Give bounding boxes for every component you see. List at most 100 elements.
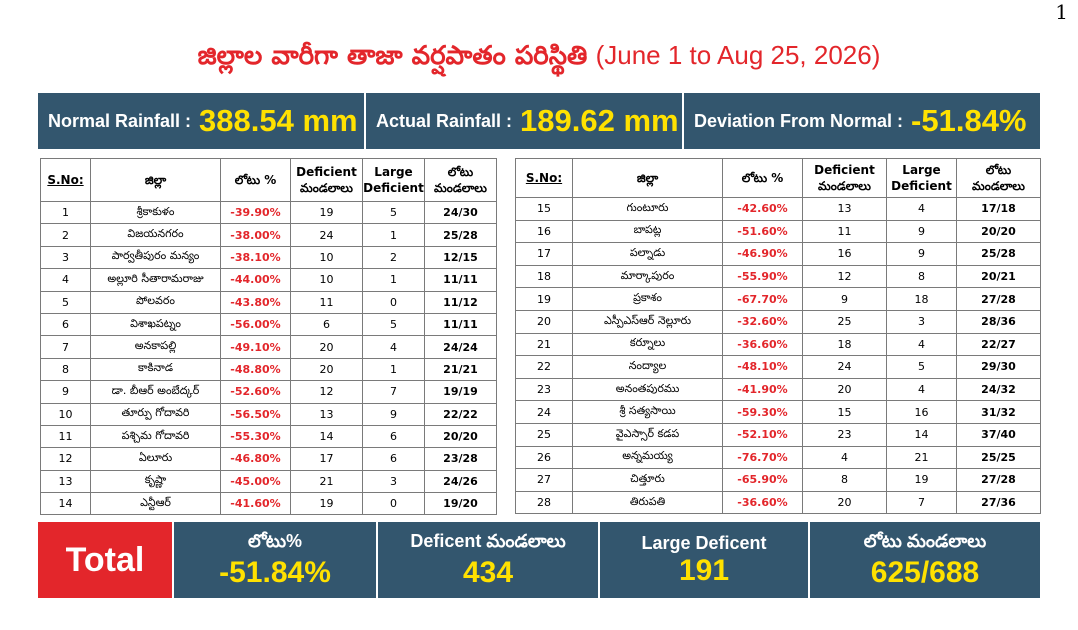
cell-sno: 28 xyxy=(515,490,573,515)
header-deficient-line2: మండలాలు xyxy=(300,181,353,195)
cell-deficit-mandals: 12/15 xyxy=(424,245,497,270)
cell-deficient: 19 xyxy=(290,492,363,516)
header-deficient-line2: మండలాలు xyxy=(818,179,871,193)
cell-sno: 17 xyxy=(515,242,573,266)
title-telugu: జిల్లాల వారీగా తాజా వర్షపాతం పరిస్థితి xyxy=(197,41,588,71)
cell-deficient: 11 xyxy=(802,219,887,244)
cell-deficit-mandals: 24/24 xyxy=(424,335,497,359)
total-large-value: 191 xyxy=(678,553,730,587)
table-row: 16 బాపట్ల -51.60% 11 9 20/20 xyxy=(515,219,1041,244)
header-sno: S.No: xyxy=(515,158,573,198)
header-deficit-pct: లోటు % xyxy=(722,158,803,198)
header-deficient: Deficient మండలాలు xyxy=(290,158,363,202)
cell-deficient: 20 xyxy=(802,490,887,515)
cell-deficient: 17 xyxy=(290,447,363,471)
cell-large-deficient: 4 xyxy=(886,197,957,221)
cell-deficient: 12 xyxy=(290,380,363,404)
header-large: Large Deficient xyxy=(886,158,957,198)
cell-large-deficient: 21 xyxy=(886,445,957,470)
cell-deficient: 6 xyxy=(290,312,363,337)
cell-district: బాపట్ల xyxy=(572,219,723,244)
actual-rainfall-label: Actual Rainfall : xyxy=(376,110,513,131)
cell-district: శ్రీ సత్యసాయి xyxy=(572,400,723,424)
cell-deficit-pct: -45.00% xyxy=(220,469,291,494)
actual-rainfall-value: 189.62 mm xyxy=(520,103,679,138)
header-deficit-pct: లోటు % xyxy=(220,158,291,202)
table-row: 26 అన్నమయ్య -76.70% 4 21 25/25 xyxy=(515,445,1041,470)
cell-deficit-pct: -36.60% xyxy=(722,332,803,357)
cell-district: నంద్యాల xyxy=(572,355,723,379)
cell-deficit-mandals: 25/28 xyxy=(424,223,497,247)
cell-large-deficient: 6 xyxy=(362,447,425,471)
cell-deficient: 4 xyxy=(802,445,887,470)
cell-deficient: 14 xyxy=(290,424,363,449)
cell-deficient: 11 xyxy=(290,290,363,314)
total-mandals: లోటు మండలాలు 625/688 xyxy=(808,522,1040,598)
cell-large-deficient: 4 xyxy=(886,332,957,357)
table-row: 14 ఎన్టీఆర్ -41.60% 19 0 19/20 xyxy=(40,492,497,516)
total-large-label: Large Deficent xyxy=(641,532,767,553)
normal-rainfall-value: 388.54 mm xyxy=(199,103,358,138)
cell-large-deficient: 5 xyxy=(362,312,425,337)
table-row: 19 ప్రకాశం -67.70% 9 18 27/28 xyxy=(515,287,1041,311)
cell-deficit-pct: -41.90% xyxy=(722,377,803,402)
cell-deficit-mandals: 24/30 xyxy=(424,200,497,225)
deviation-value: -51.84% xyxy=(911,103,1027,138)
cell-deficient: 19 xyxy=(290,200,363,225)
header-deficit-mandals: లోటు మండలాలు xyxy=(956,158,1041,198)
cell-sno: 11 xyxy=(40,424,91,449)
table-header-row: S.No: జిల్లా లోటు % Deficient మండలాలు Lar… xyxy=(40,158,497,202)
table-row: 1 శ్రీకాకుళం -39.90% 19 5 24/30 xyxy=(40,200,497,225)
deviation: Deviation From Normal : -51.84% xyxy=(684,93,1040,149)
cell-district: అనంతపురము xyxy=(572,377,723,402)
cell-district: శ్రీకాకుళం xyxy=(90,200,221,225)
district-table-left: S.No: జిల్లా లోటు % Deficient మండలాలు Lar… xyxy=(40,158,497,516)
cell-deficit-mandals: 27/28 xyxy=(956,468,1041,492)
cell-deficit-pct: -46.90% xyxy=(722,242,803,266)
cell-deficit-pct: -38.00% xyxy=(220,223,291,247)
cell-sno: 14 xyxy=(40,492,91,516)
cell-district: పార్వతీపురం మన్యం xyxy=(90,245,221,270)
cell-district: విజయనగరం xyxy=(90,223,221,247)
totals-bar: Total లోటు% -51.84% Deficent మండలాలు 434… xyxy=(38,522,1040,598)
header-district: జిల్లా xyxy=(572,158,723,198)
cell-deficient: 13 xyxy=(802,197,887,221)
cell-district: అనకాపల్లి xyxy=(90,335,221,359)
cell-deficit-mandals: 24/26 xyxy=(424,469,497,494)
total-deficient: Deficent మండలాలు 434 xyxy=(376,522,598,598)
cell-deficit-pct: -43.80% xyxy=(220,290,291,314)
cell-large-deficient: 8 xyxy=(886,264,957,289)
actual-rainfall: Actual Rainfall : 189.62 mm xyxy=(366,93,684,149)
cell-deficit-pct: -55.30% xyxy=(220,424,291,449)
cell-deficit-pct: -46.80% xyxy=(220,447,291,471)
total-mandals-label: లోటు మండలాలు xyxy=(863,530,987,551)
cell-deficit-mandals: 22/27 xyxy=(956,332,1041,357)
cell-deficit-pct: -56.50% xyxy=(220,402,291,426)
total-mandals-value: 625/688 xyxy=(870,555,980,589)
cell-large-deficient: 5 xyxy=(886,355,957,379)
total-large: Large Deficent 191 xyxy=(598,522,808,598)
cell-deficit-mandals: 21/21 xyxy=(424,357,497,382)
cell-deficit-pct: -52.10% xyxy=(722,422,803,447)
cell-district: అల్లూరి సీతారామరాజు xyxy=(90,268,221,292)
header-deficit-mandals-line1: లోటు xyxy=(447,165,474,179)
cell-sno: 25 xyxy=(515,422,573,447)
cell-sno: 5 xyxy=(40,290,91,314)
cell-district: కాకినాడ xyxy=(90,357,221,382)
cell-sno: 24 xyxy=(515,400,573,424)
cell-large-deficient: 1 xyxy=(362,357,425,382)
cell-sno: 18 xyxy=(515,264,573,289)
cell-sno: 13 xyxy=(40,469,91,494)
cell-district: గుంటూరు xyxy=(572,197,723,221)
header-large-line2: Deficient xyxy=(891,179,952,193)
cell-deficient: 10 xyxy=(290,268,363,292)
header-deficit-mandals-line2: మండలాలు xyxy=(972,179,1025,193)
cell-district: పల్నాడు xyxy=(572,242,723,266)
cell-sno: 16 xyxy=(515,219,573,244)
cell-large-deficient: 16 xyxy=(886,400,957,424)
table-row: 9 డా. బీఆర్ అంబేద్కర్ -52.60% 12 7 19/19 xyxy=(40,380,497,404)
cell-sno: 8 xyxy=(40,357,91,382)
header-large: Large Deficient xyxy=(362,158,425,202)
cell-deficit-mandals: 20/20 xyxy=(424,424,497,449)
cell-district: చిత్తూరు xyxy=(572,468,723,492)
